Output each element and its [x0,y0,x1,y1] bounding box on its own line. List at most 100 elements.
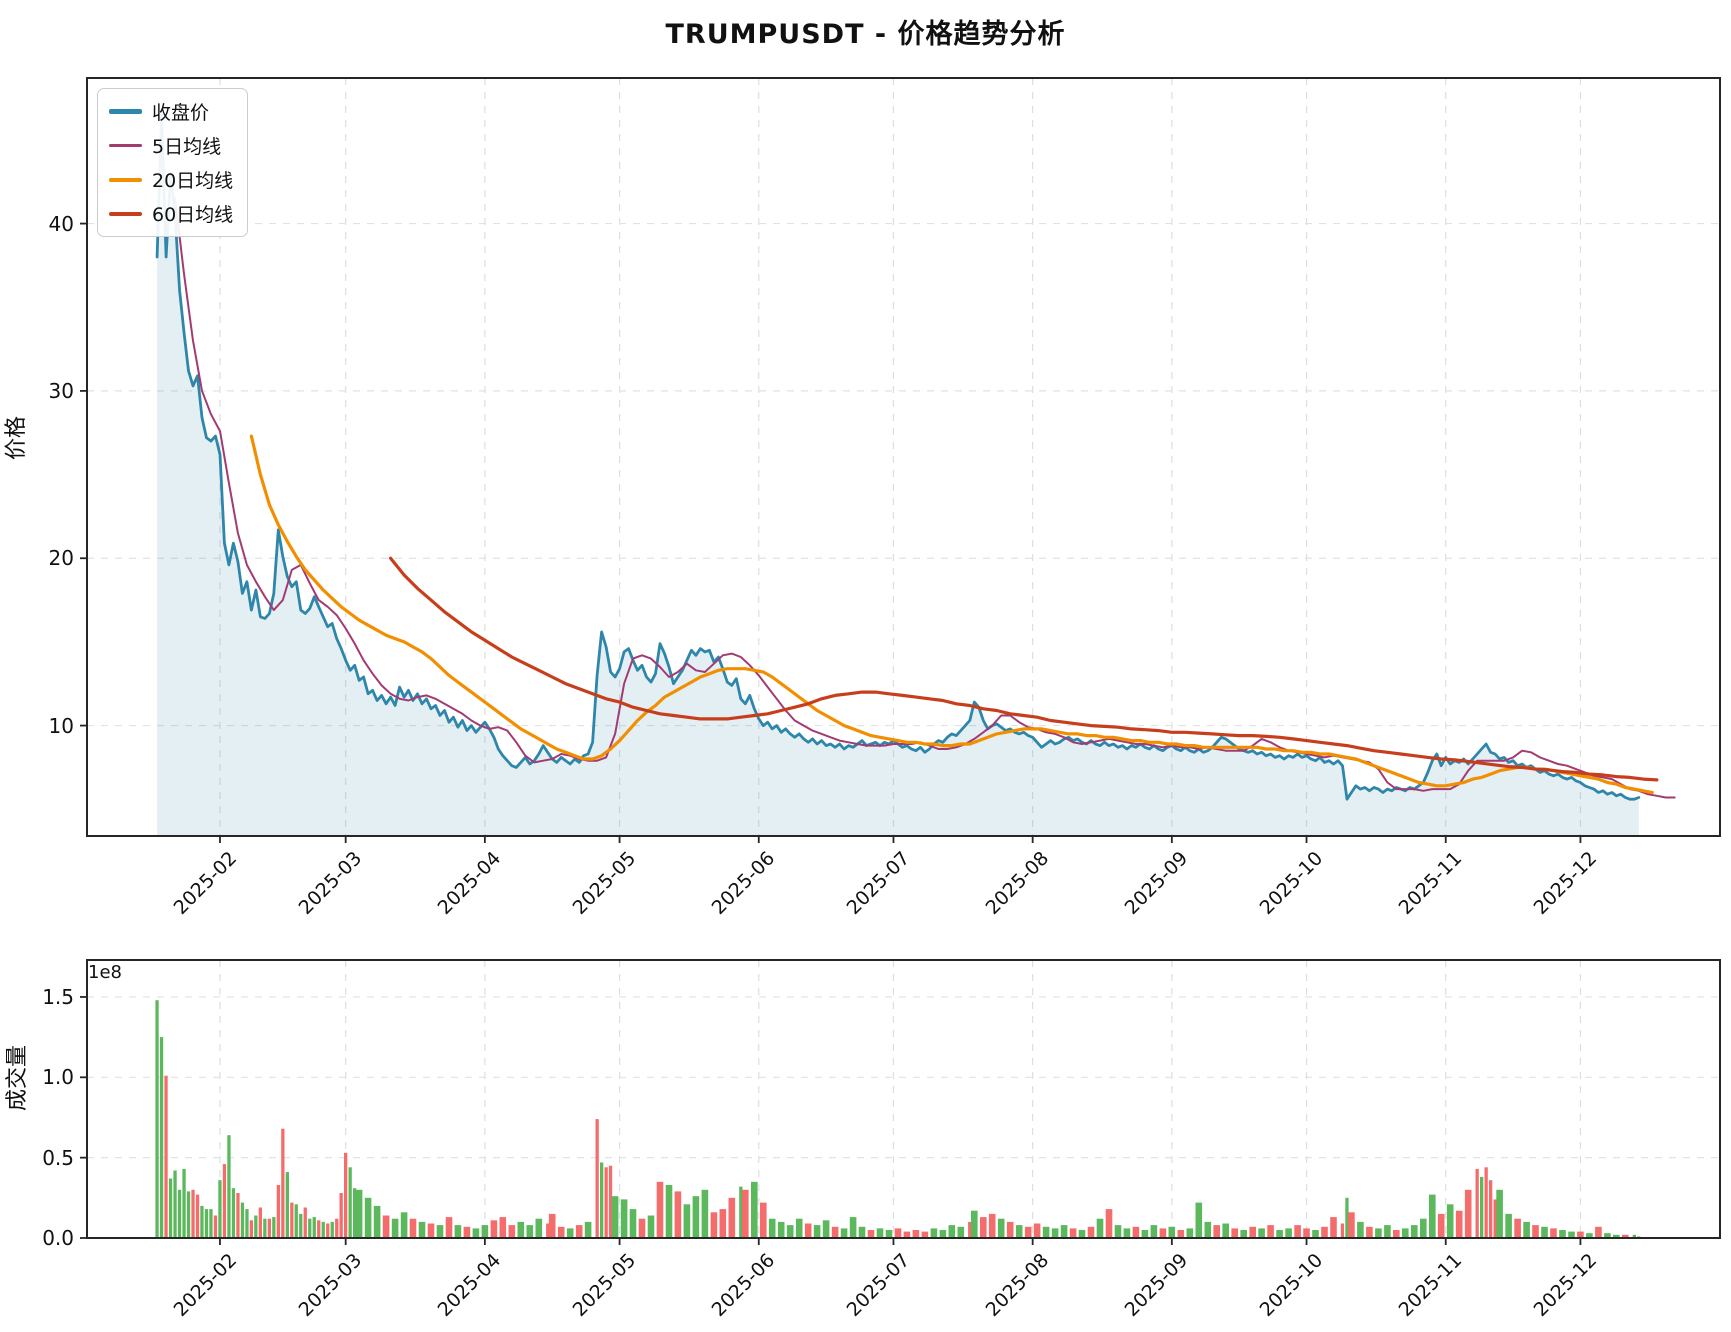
volume-bar [575,1225,583,1238]
volume-bar [1024,1226,1032,1238]
volume-y-tick-label: 1.5 [42,984,74,1009]
legend-label: 5日均线 [152,136,222,158]
volume-bar [665,1185,673,1238]
volume-bar [701,1189,709,1238]
volume-bar [1532,1225,1539,1238]
volume-bar [317,1220,321,1238]
volume-bar [508,1225,516,1238]
volume-bar [391,1218,399,1238]
volume-bar [490,1220,498,1238]
legend-item-close: 收盘价 [109,98,233,125]
volume-bar [245,1209,249,1238]
volume-bar [1348,1212,1355,1238]
legend-item-ma60: 60日均线 [109,200,233,227]
volume-bar [988,1213,996,1238]
volume-bar [400,1212,408,1238]
volume-bar [249,1220,253,1238]
volume-bar [191,1189,195,1238]
volume-bar [876,1228,884,1238]
volume-bar [1078,1230,1086,1238]
volume-bar [1541,1226,1548,1238]
volume-bar [1258,1228,1265,1238]
volume-bar [294,1204,298,1238]
volume-bar [1480,1176,1484,1238]
volume-bar [1402,1228,1409,1238]
volume-bar [1384,1225,1391,1238]
volume-bar [894,1228,902,1238]
volume-bar [177,1189,182,1238]
price-axes-spine [86,77,1721,837]
volume-bar [739,1186,743,1238]
volume-bar [1446,1204,1454,1238]
volume-bar [276,1185,280,1238]
volume-bar [980,1217,987,1238]
volume-bar [1123,1228,1131,1238]
price-y-tick-label: 10 [48,713,74,738]
volume-bar [1186,1228,1194,1238]
volume-bar [1267,1225,1274,1238]
volume-bar [348,1167,352,1238]
volume-bar [710,1212,718,1238]
volume-bar [971,1210,978,1238]
legend-label: 60日均线 [152,204,234,226]
volume-bar [382,1215,390,1238]
legend-label: 收盘价 [152,102,210,124]
volume-bar [454,1225,462,1238]
volume-bar [321,1221,325,1238]
volume-bar [611,1196,619,1238]
volume-bar [760,1202,767,1238]
volume-bar [299,1213,303,1238]
volume-bar [867,1230,875,1238]
series-line-close [155,113,1641,801]
volume-bar [1475,1168,1479,1238]
volume-bar [674,1191,682,1238]
volume-axis-label: 成交量 [5,1044,31,1112]
volume-bar [768,1218,776,1238]
volume-bar [1141,1230,1149,1238]
volume-bar [195,1194,200,1238]
volume-bar [1496,1189,1503,1238]
volume-bar [997,1218,1005,1238]
volume-bar [1069,1228,1077,1238]
volume-bar [463,1226,471,1238]
volume-bar [1411,1225,1418,1238]
volume-bar [557,1226,565,1238]
volume-bar [1150,1225,1158,1238]
volume-bar [813,1225,821,1238]
volume-bar [1285,1228,1292,1238]
volume-bar [1484,1167,1488,1238]
legend-line-sample [109,177,142,182]
volume-bar [258,1207,262,1238]
volume-bar [200,1205,204,1238]
volume-bar [1622,1234,1629,1238]
price-y-tick-label: 40 [48,211,74,236]
volume-bar [213,1215,218,1238]
volume-bar [1604,1233,1611,1238]
volume-bar [742,1189,749,1238]
volume-y-tick-label: 1.0 [42,1065,74,1090]
volume-bar [1231,1228,1238,1238]
volume-bar [1240,1230,1247,1238]
volume-bar [957,1226,965,1238]
volume-bar [849,1217,857,1238]
volume-bar [312,1217,316,1238]
volume-y-tick-label: 0.0 [42,1226,74,1250]
legend: 收盘价 5日均线 20日均线 60日均线 [97,88,249,237]
volume-bar [595,1119,599,1238]
volume-bar [1632,1234,1636,1238]
volume-y-tick-label: 0.5 [42,1145,74,1170]
volume-bar [1303,1228,1310,1238]
volume-bar [326,1223,330,1238]
volume-bar [638,1218,646,1238]
legend-line-sample [109,211,142,216]
volume-bar [566,1228,574,1238]
price-y-tick-label: 30 [48,378,74,403]
volume-offset-label: 1e8 [88,962,122,983]
volume-bar [445,1217,453,1238]
volume-bar [290,1202,294,1238]
volume-bar [168,1178,173,1238]
volume-bar [155,1000,159,1238]
volume-bar [1159,1228,1167,1238]
volume-bar [1321,1226,1328,1238]
volume-bar [1366,1226,1373,1238]
